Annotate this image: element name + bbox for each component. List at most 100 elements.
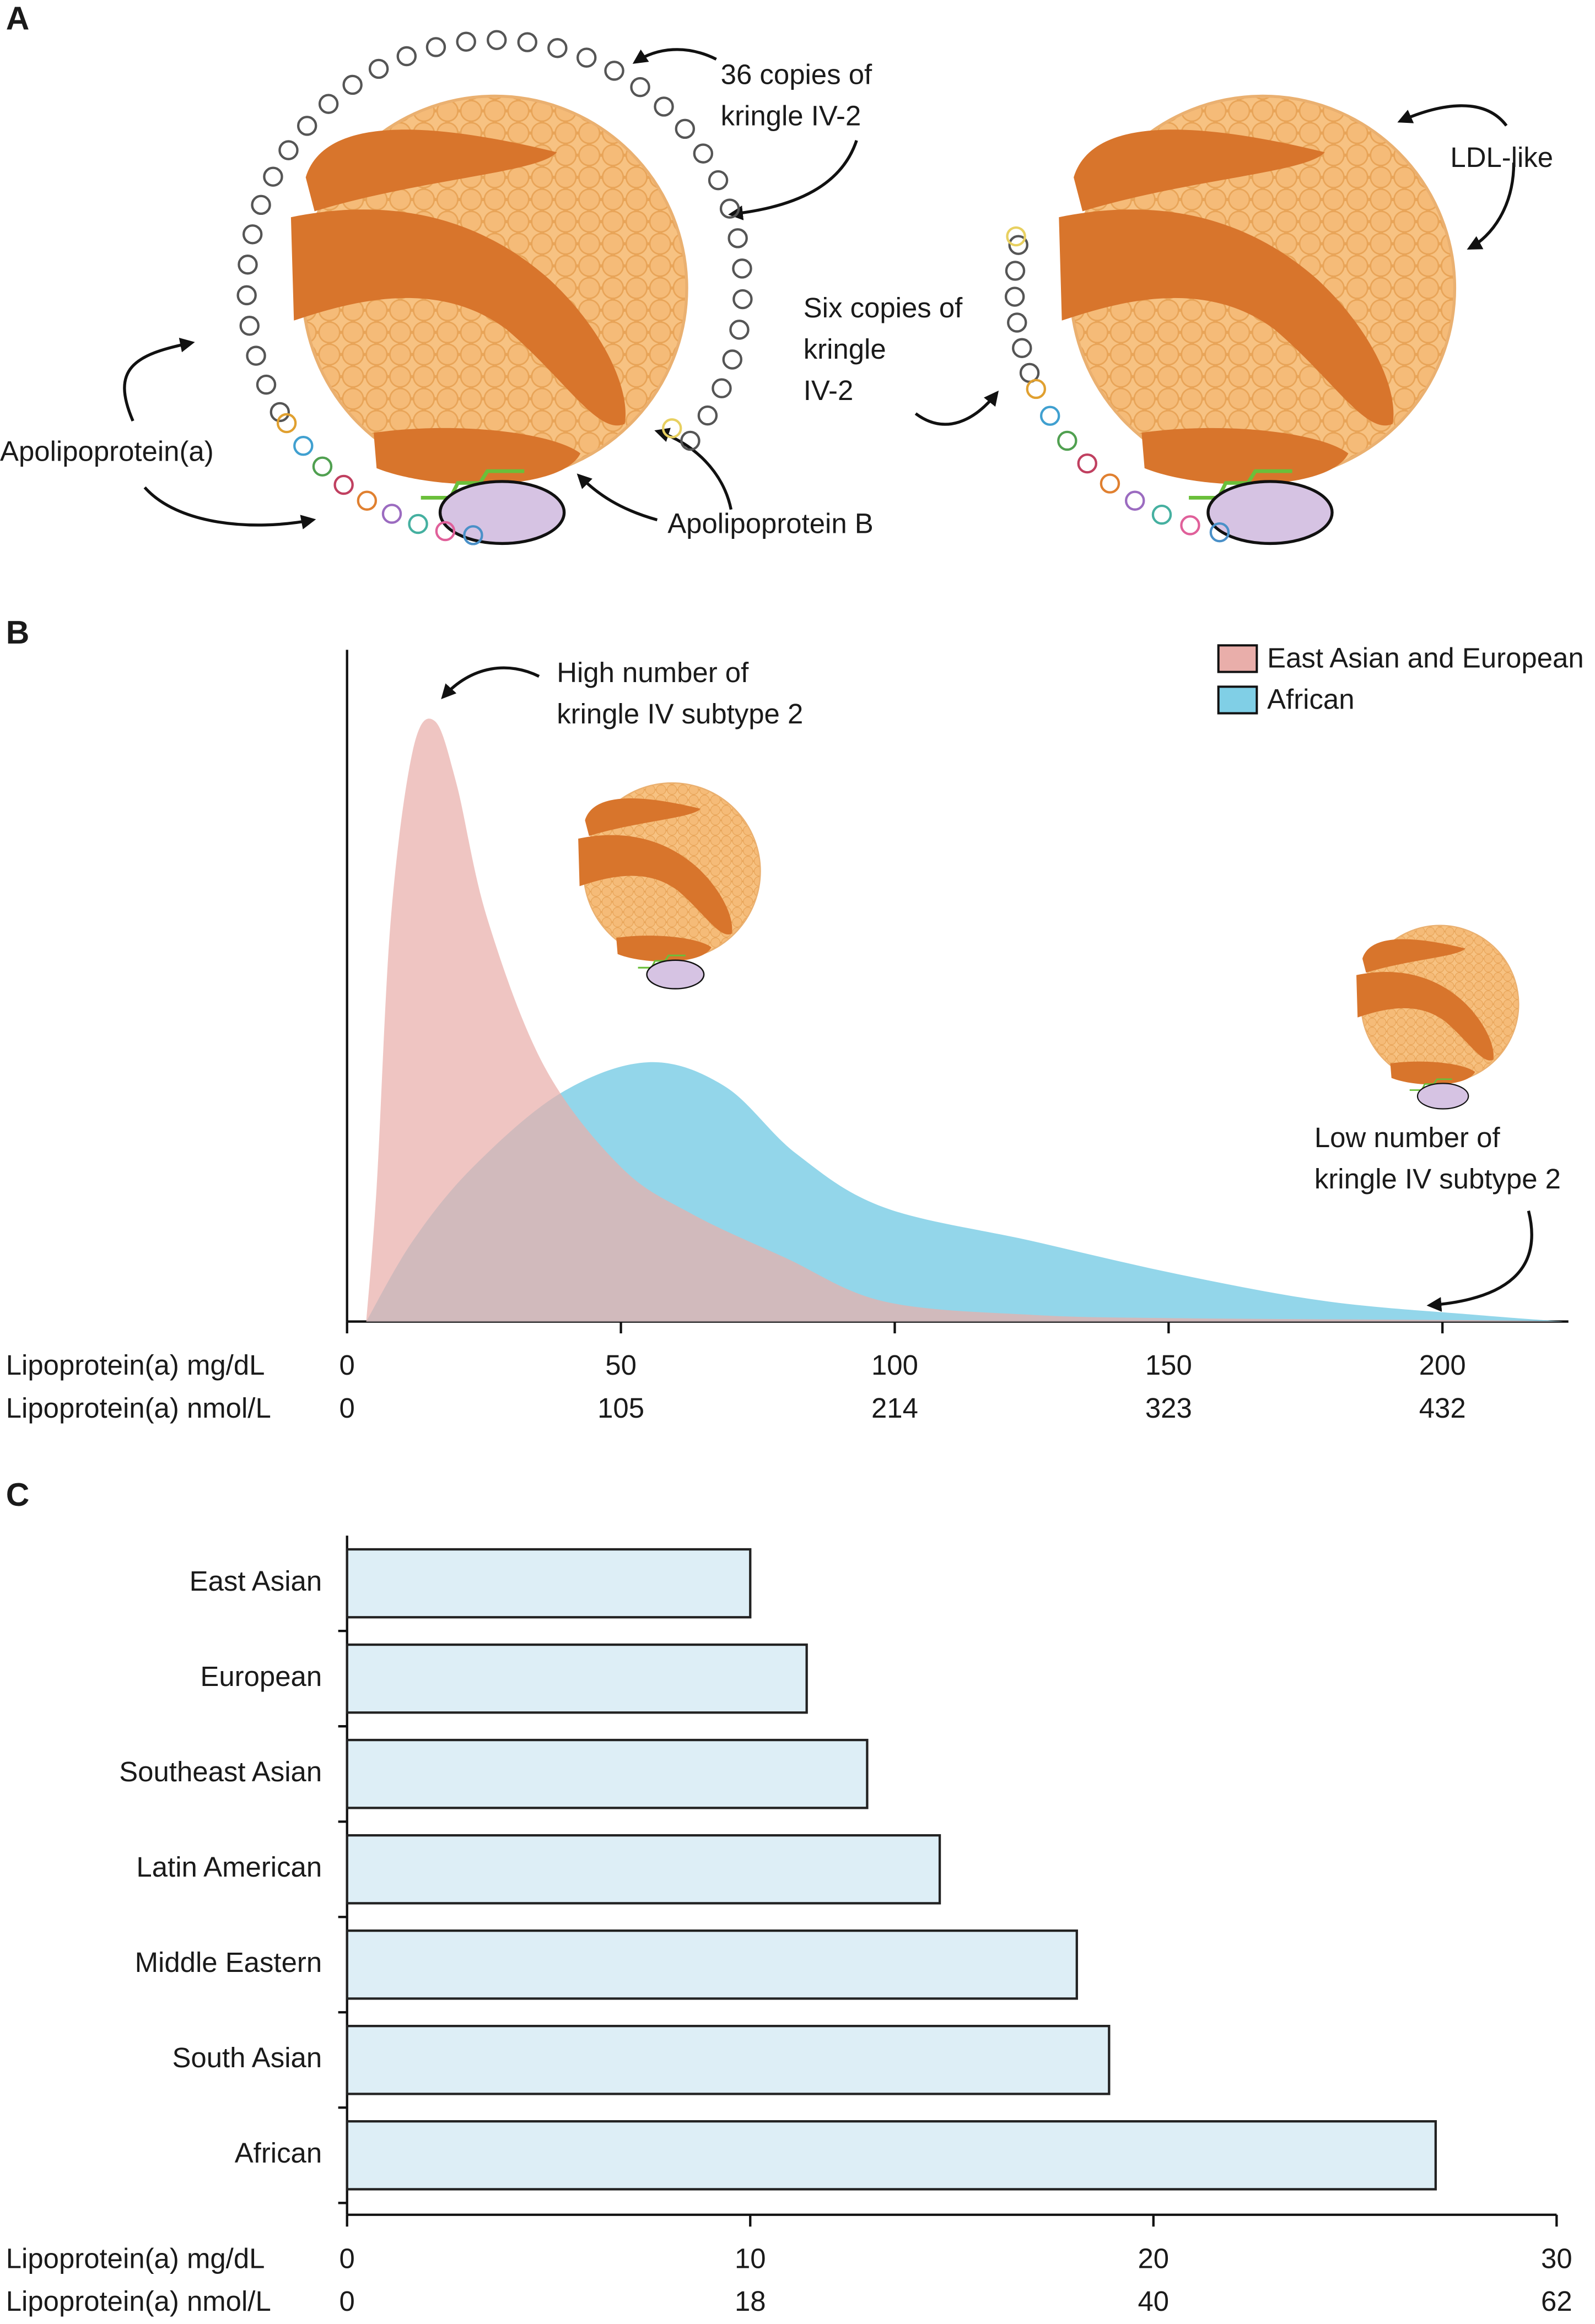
category-label: Southeast Asian	[119, 1756, 322, 1787]
x2-tick-label: 18	[735, 2285, 766, 2317]
kringle-loop	[1151, 504, 1172, 525]
kringle-loop	[1012, 338, 1032, 358]
annotation-line: Low number of	[1314, 1122, 1501, 1153]
annotation-line: kringle IV subtype 2	[557, 698, 803, 729]
kringle-loop	[425, 37, 446, 57]
kringle-loop	[712, 378, 732, 398]
kringle-loop	[728, 228, 748, 248]
kringle-loop	[1005, 261, 1026, 281]
kringle-loop	[435, 521, 456, 542]
x-tick-label: 50	[605, 1349, 637, 1381]
panel-label: B	[6, 615, 30, 651]
kringle-loop	[1006, 226, 1026, 247]
kringle-loop	[456, 31, 476, 52]
x-tick-label: 200	[1419, 1349, 1466, 1381]
x2-tick-label: 432	[1419, 1392, 1466, 1424]
kringle-loop	[312, 456, 333, 477]
kringle-loop	[719, 198, 740, 219]
legend-swatch	[1217, 644, 1258, 673]
density-area	[366, 718, 1563, 1322]
lipoprotein-icon	[577, 782, 762, 990]
bar	[346, 1548, 752, 1619]
bar	[346, 1643, 808, 1714]
annotation: 36 copies of kringle IV-2	[721, 59, 872, 132]
kringle-loop	[318, 94, 339, 114]
kringle-loop	[675, 118, 696, 139]
kringle-loop	[246, 345, 266, 366]
bar	[346, 2120, 1437, 2191]
bar	[346, 1738, 869, 1809]
kringle-loop	[576, 47, 597, 68]
kringle-loop	[236, 285, 257, 306]
arrow	[576, 473, 658, 522]
arrow	[1397, 104, 1508, 127]
kringle-loop	[251, 194, 271, 215]
kringle-loop	[487, 30, 507, 50]
x-tick-label: 10	[735, 2242, 766, 2274]
x2-tick-label: 323	[1145, 1392, 1192, 1424]
x2-tick-label: 214	[871, 1392, 918, 1424]
kringle-loop	[1004, 287, 1025, 307]
kringle-loop	[242, 224, 263, 245]
kringle-loop	[630, 77, 650, 98]
x2-tick-label: 0	[340, 2285, 355, 2317]
kringle-loop	[1180, 515, 1200, 536]
kringle-loop	[547, 38, 568, 58]
x-axis-label: Lipoprotein(a) mg/dL	[6, 1349, 265, 1381]
kringle-loop	[654, 96, 674, 117]
kringle-loop	[342, 74, 363, 95]
kringle-loop	[1077, 453, 1097, 474]
kringle-loop	[297, 116, 317, 136]
arrow	[441, 666, 540, 700]
category-label: Latin American	[136, 1851, 322, 1883]
kringle-loop	[238, 255, 258, 275]
kringle-loop	[1209, 522, 1230, 543]
legend-label: East Asian and European	[1267, 642, 1584, 674]
kringle-loop	[680, 430, 700, 451]
annotation: LDL-like	[1450, 142, 1553, 173]
category-label: South Asian	[172, 2042, 322, 2073]
kringle-loop	[1008, 235, 1028, 255]
category-label: African	[235, 2137, 322, 2169]
annotation: Six copies of kringle IV-2	[804, 292, 963, 406]
annotation: High number of kringle IV subtype 2	[557, 657, 803, 729]
x2-tick-label: 62	[1541, 2285, 1572, 2317]
x2-axis-label: Lipoprotein(a) nmol/L	[6, 2285, 271, 2317]
annotation: Low number of kringle IV subtype 2	[1314, 1122, 1561, 1195]
kringle-loop	[276, 413, 297, 434]
kringle-loop	[693, 143, 714, 164]
bar	[346, 2025, 1111, 2095]
arrow	[632, 48, 717, 64]
panel-c: C 0 0 10 18 20 40 30 62 Lipoprotein(a) mg/dL Lipop…	[6, 1477, 1572, 2317]
category-label: East Asian	[190, 1565, 322, 1597]
x2-tick-label: 105	[597, 1392, 644, 1424]
annotation: Apolipoprotein(a)	[0, 435, 214, 467]
panel-a: 36 copies of kringle IV-2 LDL-like Six co…	[0, 30, 1553, 545]
annotation: Apolipoprotein B	[667, 508, 874, 539]
kringle-loop	[1057, 430, 1077, 451]
legend-swatch	[1217, 685, 1258, 715]
x-axis-label: Lipoprotein(a) mg/dL	[6, 2242, 265, 2274]
arrow	[1467, 163, 1516, 250]
arrow	[728, 140, 858, 220]
panel-label: C	[6, 1477, 30, 1513]
kringle-loop	[662, 418, 682, 439]
kringle-loop	[263, 166, 283, 187]
x-tick-label: 20	[1138, 2242, 1169, 2274]
kringle-loop	[517, 32, 537, 52]
kringle-loop	[697, 405, 718, 426]
annotation-line: High number of	[557, 657, 749, 688]
kringle-loop	[278, 140, 299, 160]
kringle-loop	[463, 525, 483, 545]
x-tick-label: 150	[1145, 1349, 1192, 1381]
kringle-loop	[722, 349, 742, 370]
arrow	[914, 390, 999, 426]
kringle-loop	[708, 170, 729, 191]
legend-label: African	[1267, 684, 1354, 715]
x2-tick-label: 0	[340, 1392, 355, 1424]
annotation-line: kringle IV subtype 2	[1314, 1163, 1561, 1195]
kringle-loop	[732, 289, 753, 310]
kringle-loop	[396, 46, 417, 67]
x2-axis-label: Lipoprotein(a) nmol/L	[6, 1392, 271, 1424]
